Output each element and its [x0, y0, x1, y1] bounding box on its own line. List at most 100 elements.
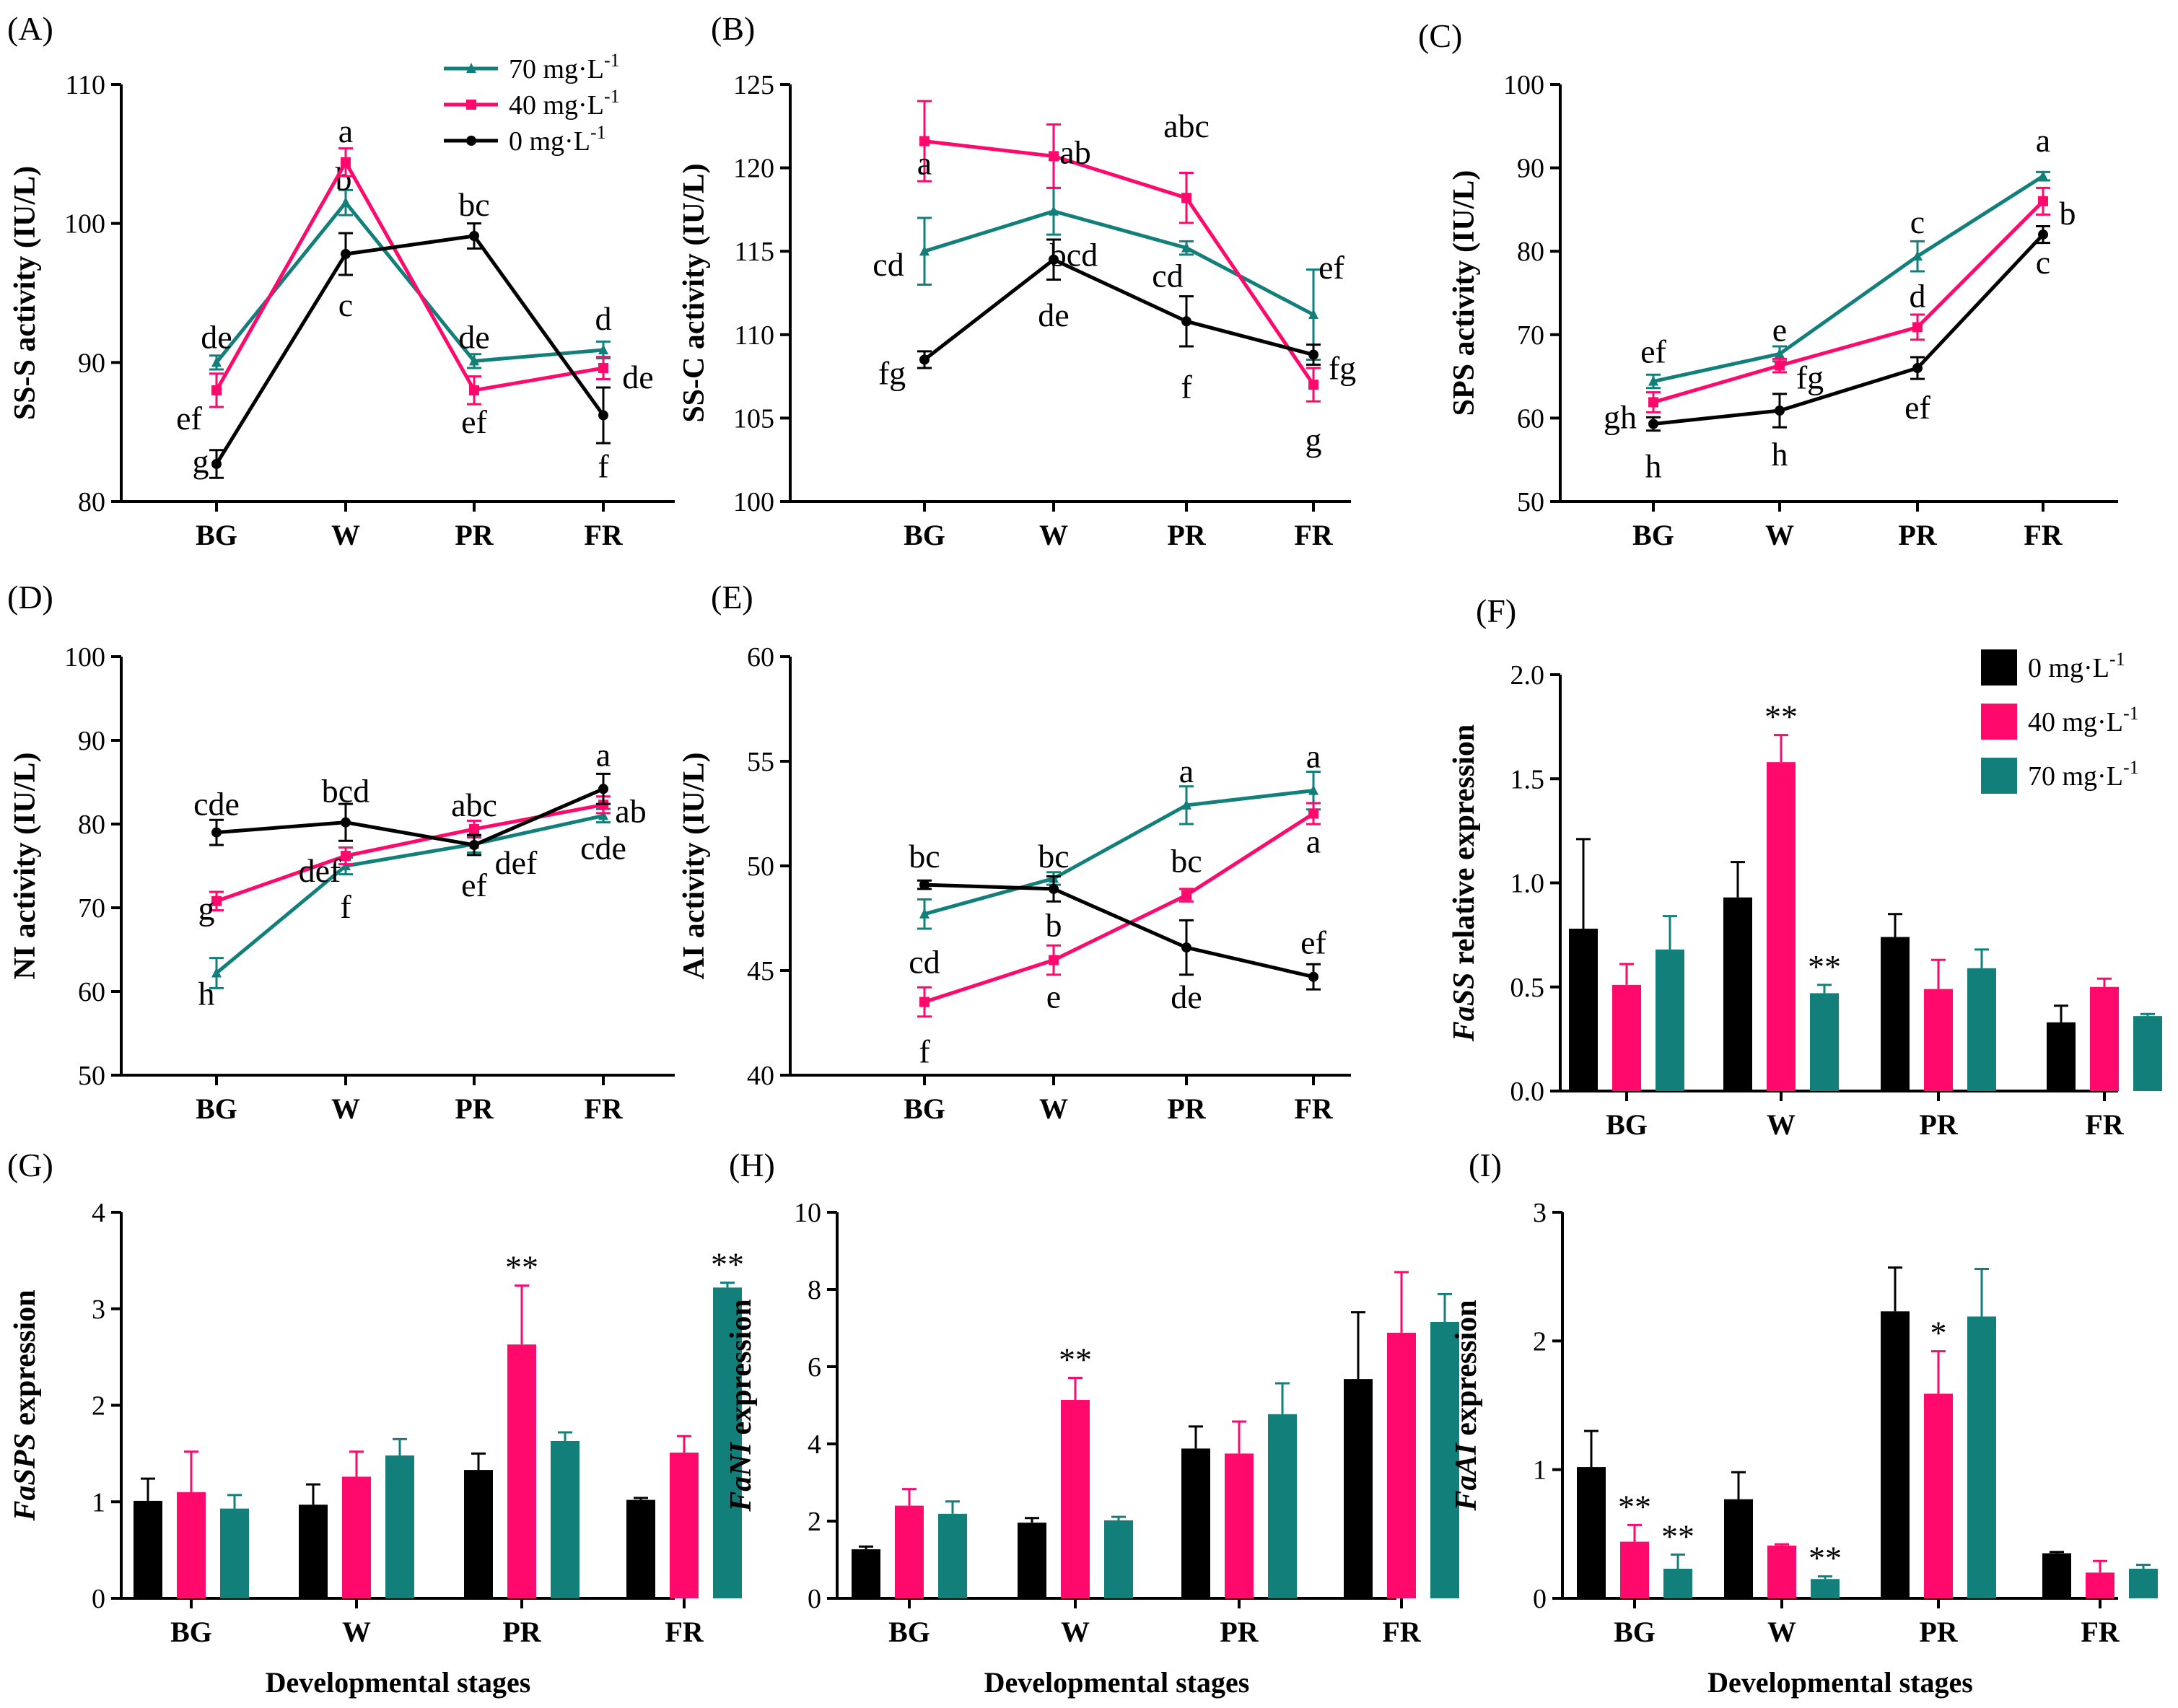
- significance-letter: bc: [1038, 838, 1069, 875]
- bar: [895, 1505, 924, 1598]
- significance-mark: **: [1764, 698, 1798, 735]
- x-tick-label: W: [342, 1616, 371, 1648]
- significance-letter: de: [201, 318, 232, 355]
- legend-label-sup: -1: [2109, 649, 2125, 670]
- legend-label-sup: -1: [2123, 757, 2139, 778]
- significance-letter: f: [1181, 368, 1192, 405]
- bar: [2090, 986, 2119, 1091]
- significance-mark: **: [505, 1249, 538, 1286]
- data-point: [2038, 170, 2048, 181]
- x-tick-label: W: [331, 1092, 360, 1125]
- series-line-1: [1653, 200, 2044, 404]
- legend-label-sup: -1: [604, 86, 620, 107]
- y-tick-label: 90: [1517, 154, 1544, 184]
- panel-label: (F): [1476, 592, 1516, 629]
- panel-label: (D): [7, 579, 53, 616]
- series-line-0: [924, 209, 1315, 317]
- significance-letter: d: [1910, 277, 1926, 314]
- y-axis-title-gene: FaSS: [1448, 973, 1481, 1043]
- y-tick-label: 110: [65, 70, 105, 100]
- data-point: [1912, 363, 1923, 374]
- significance-letter: ab: [1059, 133, 1090, 170]
- data-point: [919, 136, 930, 146]
- x-tick-label: W: [1765, 519, 1794, 551]
- data-point: [469, 355, 479, 366]
- bar: [1767, 1545, 1796, 1598]
- data-point: [341, 249, 351, 260]
- series-line-0: [215, 199, 604, 364]
- bar: [1967, 1316, 1996, 1598]
- bar: [852, 1549, 880, 1598]
- bar: [1881, 1311, 1910, 1598]
- data-point: [341, 817, 351, 828]
- legend-label: 70 mg·L-1: [2028, 757, 2139, 792]
- panel-label: (E): [711, 579, 753, 616]
- significance-letter: g: [198, 890, 215, 927]
- x-tick-label: PR: [502, 1616, 541, 1648]
- bar: [1810, 993, 1839, 1091]
- y-tick-label: 80: [78, 810, 105, 840]
- y-tick-label: 2: [1533, 1326, 1547, 1357]
- y-tick-label: 6: [808, 1352, 821, 1383]
- significance-letter: e: [1772, 311, 1787, 348]
- x-tick-label: FR: [2085, 1108, 2124, 1141]
- x-tick-label: W: [1061, 1616, 1090, 1648]
- data-point: [1049, 151, 1059, 162]
- y-tick-label: 0.0: [1510, 1077, 1545, 1107]
- panel-label: (G): [7, 1147, 53, 1183]
- y-tick-label: 2: [808, 1507, 821, 1537]
- bar: [2133, 1016, 2162, 1091]
- data-point: [598, 363, 608, 374]
- significance-letter: g: [193, 443, 209, 480]
- bar: [1569, 928, 1598, 1091]
- y-tick-label: 100: [733, 487, 774, 517]
- data-point: [2038, 196, 2048, 206]
- data-point: [1181, 316, 1191, 327]
- y-tick-label: 1: [1533, 1455, 1547, 1486]
- bar: [1344, 1379, 1373, 1598]
- x-tick-label: PR: [1898, 519, 1937, 551]
- bar: [1061, 1400, 1090, 1598]
- bar: [1724, 1499, 1753, 1598]
- data-point: [341, 196, 351, 207]
- significance-mark: **: [1618, 1488, 1651, 1525]
- bar: [1577, 1467, 1606, 1598]
- x-axis-title: Developmental stages: [266, 1666, 531, 1699]
- significance-letter: ef: [1300, 924, 1326, 961]
- panel-b: (B) 100 105 110 115 120 125 BG W PR FR SS-C activit…: [678, 10, 1356, 551]
- legend-bar: 0 mg·L-140 mg·L-170 mg·L-1: [1981, 649, 2139, 794]
- significance-letter: fg: [878, 354, 906, 391]
- significance-letter: de: [1038, 297, 1069, 333]
- bar: [1723, 897, 1752, 1091]
- data-point: [919, 908, 930, 919]
- x-tick-label: PR: [455, 519, 494, 551]
- bar: [670, 1453, 699, 1598]
- significance-mark: **: [1661, 1518, 1694, 1554]
- bar: [1387, 1332, 1416, 1598]
- x-tick-label: W: [1039, 1092, 1068, 1125]
- x-tick-label: W: [1767, 1108, 1796, 1141]
- legend-label-sup: -1: [2123, 703, 2139, 724]
- x-tick-label: FR: [665, 1616, 704, 1648]
- x-tick-label: FR: [584, 519, 623, 551]
- x-tick-label: BG: [1614, 1616, 1656, 1648]
- data-point: [341, 851, 351, 862]
- x-tick-label: W: [1039, 519, 1068, 551]
- data-point: [598, 784, 608, 794]
- series-line-1: [216, 802, 604, 903]
- y-tick-label: 115: [734, 237, 774, 267]
- y-tick-label: 80: [1517, 237, 1544, 267]
- significance-letter: f: [919, 1033, 930, 1070]
- x-tick-label: BG: [1632, 519, 1674, 551]
- panel-label: (H): [729, 1147, 775, 1183]
- panel-a: (A) 80 90 100 110 BG W PR FR SS-S activity (IU/L)…: [7, 10, 675, 551]
- legend-label: 0 mg·L-1: [2028, 649, 2125, 683]
- panel-label: (A): [7, 10, 53, 47]
- data-point: [211, 827, 222, 838]
- significance-letter: def: [299, 852, 341, 889]
- bar: [2129, 1568, 2158, 1598]
- panel-label: (B): [711, 10, 755, 47]
- legend-label: 40 mg·L-1: [509, 86, 620, 121]
- legend-label-text: 0 mg·L: [2028, 653, 2109, 683]
- significance-letter: bcd: [322, 773, 369, 810]
